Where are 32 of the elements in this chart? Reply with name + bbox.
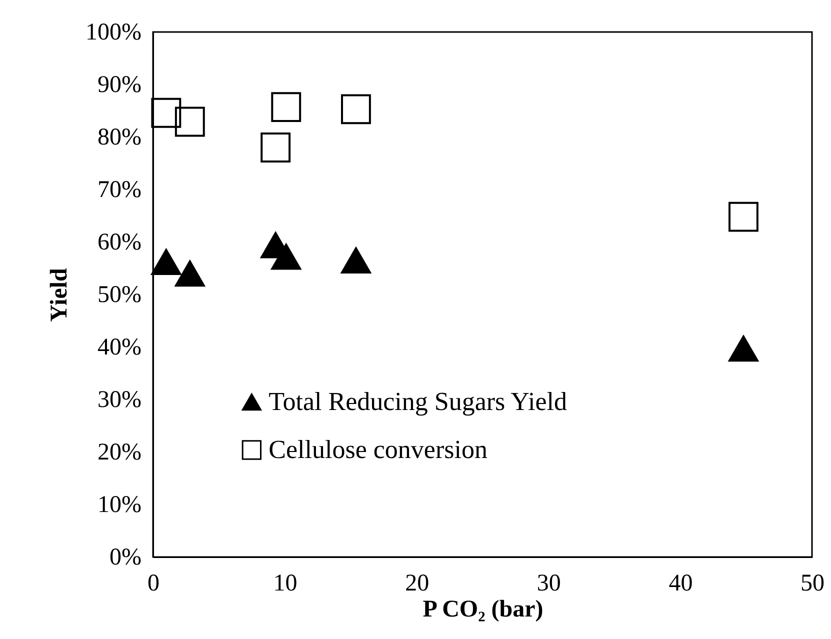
y-tick-label: 0% — [110, 544, 142, 570]
point — [341, 247, 371, 274]
point — [174, 106, 205, 137]
y-tick-label: 60% — [98, 230, 142, 256]
x-tick-label: 30 — [536, 570, 561, 596]
point — [271, 244, 302, 270]
x-tick-label: 0 — [148, 570, 160, 596]
legend-label: Total Reducing Sugars Yield — [268, 387, 568, 416]
x-tick-label: 40 — [668, 570, 693, 596]
y-tick-label: 40% — [98, 334, 142, 360]
point — [151, 98, 182, 128]
legend-label: Cellulose conversion — [268, 435, 488, 464]
y-axis-title: Yield — [46, 267, 73, 322]
point — [728, 202, 758, 232]
point — [151, 248, 182, 276]
point — [728, 335, 758, 362]
y-tick-label: 50% — [98, 282, 142, 308]
y-tick-label: 30% — [98, 387, 142, 413]
y-tick-label: 10% — [98, 492, 142, 518]
y-tick-label: 100% — [86, 20, 142, 46]
point — [260, 132, 291, 162]
point — [174, 260, 205, 287]
y-tick-label: 70% — [98, 177, 142, 203]
x-tick-label: 50 — [800, 570, 824, 596]
y-tick-label: 90% — [98, 72, 142, 98]
point — [271, 92, 302, 122]
y-tick-label: 80% — [98, 124, 142, 150]
x-axis-title: P CO₂ (bar) — [422, 596, 544, 622]
x-tick-label: 20 — [405, 570, 430, 596]
point — [341, 94, 371, 124]
x-tick-label: 10 — [273, 570, 298, 596]
y-tick-label: 20% — [98, 440, 142, 466]
